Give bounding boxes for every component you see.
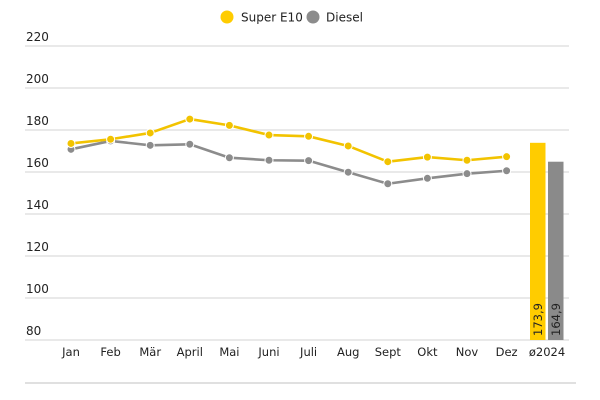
point-diesel <box>264 155 274 165</box>
point-super-e10 <box>264 130 274 140</box>
legend: Super E10 Diesel <box>220 10 363 25</box>
legend-dot-diesel <box>306 10 320 24</box>
x-tick-label: Aug <box>337 345 359 359</box>
x-tick-label: Feb <box>100 345 120 359</box>
point-diesel <box>422 173 432 183</box>
x-tick-label: Mär <box>139 345 161 359</box>
average-bars: 173,9 164,9 <box>530 142 564 340</box>
point-super-e10 <box>106 134 116 144</box>
y-tick-label: 160 <box>26 156 49 170</box>
x-tick-label: Mai <box>219 345 239 359</box>
x-tick-label: Nov <box>456 345 479 359</box>
series-lines <box>66 114 512 189</box>
gridlines <box>25 45 569 341</box>
bar-value-label-super-e10: 173,9 <box>531 303 545 336</box>
x-tick-label: Sept <box>375 345 402 359</box>
y-tick-label: 80 <box>26 324 41 338</box>
y-tick-label: 180 <box>26 114 49 128</box>
bar-average-diesel <box>548 161 564 340</box>
point-diesel <box>502 166 512 176</box>
legend-label-diesel: Diesel <box>326 11 363 25</box>
point-diesel <box>462 169 472 179</box>
x-tick-label: Okt <box>417 345 438 359</box>
point-diesel <box>304 156 314 166</box>
point-super-e10 <box>145 128 155 138</box>
line-super-e10 <box>70 117 507 164</box>
point-super-e10 <box>304 131 314 141</box>
point-diesel <box>185 139 195 149</box>
y-axis-ticks: 80 100 120 140 160 180 200 220 <box>26 30 49 338</box>
x-tick-label: Juli <box>299 345 317 359</box>
x-tick-label: Jan <box>61 345 80 359</box>
line-diesel <box>70 139 507 186</box>
legend-label-super-e10: Super E10 <box>241 11 303 25</box>
y-tick-label: 120 <box>26 240 49 254</box>
y-tick-label: 200 <box>26 72 49 86</box>
point-diesel <box>224 153 234 163</box>
bar-value-label-diesel: 164,9 <box>549 303 563 336</box>
x-axis-ticks: Jan Feb Mär April Mai Juni Juli Aug Sept Okt Nov De… <box>61 345 565 359</box>
point-super-e10 <box>502 152 512 162</box>
x-tick-label: April <box>177 345 203 359</box>
point-diesel <box>383 179 393 189</box>
point-super-e10 <box>343 141 353 151</box>
legend-dot-super-e10 <box>220 10 234 24</box>
point-super-e10 <box>422 152 432 162</box>
x-tick-label-average: ø2024 <box>529 345 565 359</box>
x-tick-label: Juni <box>257 345 279 359</box>
y-tick-label: 140 <box>26 198 49 212</box>
point-super-e10 <box>224 120 234 130</box>
y-tick-label: 100 <box>26 282 49 296</box>
point-diesel <box>145 140 155 150</box>
point-super-e10 <box>66 138 76 148</box>
point-diesel <box>343 167 353 177</box>
bar-average-super-e10 <box>530 142 546 340</box>
y-tick-label: 220 <box>26 30 49 44</box>
point-super-e10 <box>383 157 393 167</box>
x-tick-label: Dez <box>496 345 518 359</box>
point-super-e10 <box>185 114 195 124</box>
point-super-e10 <box>462 155 472 165</box>
